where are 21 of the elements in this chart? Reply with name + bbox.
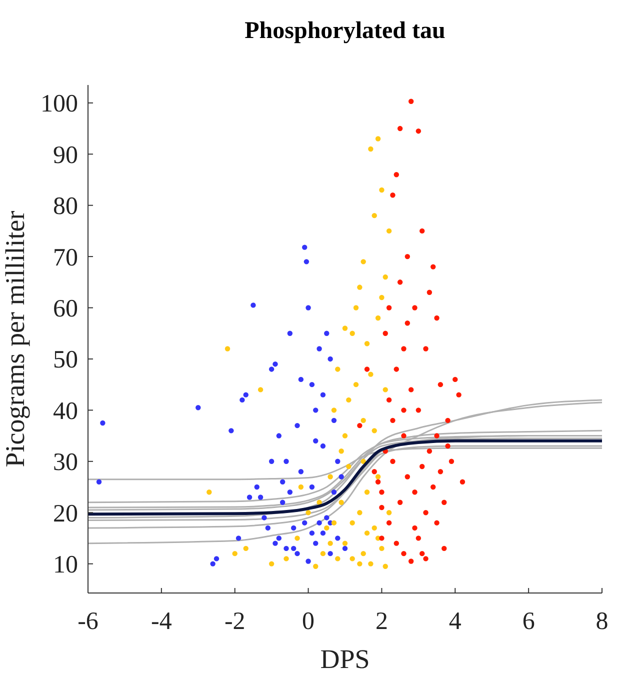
x-tick-label: 6	[522, 608, 535, 635]
y-tick-label: 50	[53, 346, 78, 374]
y-tick-label: 10	[53, 552, 78, 579]
y-tick-label: 70	[53, 244, 78, 272]
y-tick-label: 40	[53, 398, 78, 425]
y-tick-label: 80	[53, 193, 78, 220]
chart-title: Phosphorylated tau	[244, 18, 446, 44]
y-tick-label: 100	[40, 90, 78, 118]
y-tick-label: 60	[53, 296, 78, 323]
x-tick-label: 0	[302, 608, 315, 635]
y-tick-label: 30	[53, 449, 78, 476]
x-tick-label: -4	[151, 608, 172, 635]
y-tick-label: 90	[53, 142, 78, 169]
x-tick-label: 4	[448, 608, 462, 635]
x-tick-label: 8	[596, 608, 608, 635]
x-tick-label: -6	[78, 608, 98, 635]
x-tick-label: 2	[375, 608, 388, 635]
y-tick-label: 20	[53, 500, 78, 528]
x-tick-label: -2	[224, 608, 246, 635]
y-axis-title: Picograms per milliliter	[0, 210, 30, 468]
x-axis-title: DPS	[320, 644, 370, 674]
